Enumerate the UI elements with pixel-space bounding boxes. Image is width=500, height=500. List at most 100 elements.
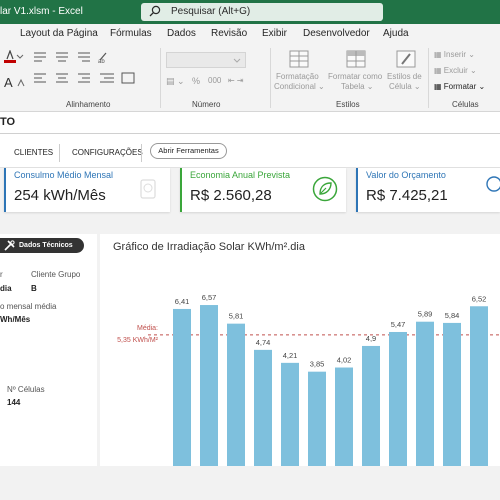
- format-icon: ▦: [434, 82, 442, 91]
- tab-dados[interactable]: Dados: [167, 28, 196, 39]
- technical-data-badge: Dados Técnicos: [0, 238, 84, 253]
- format-button[interactable]: ▦ Formatar ⌄: [434, 82, 485, 92]
- panel-value-dia: dia: [0, 284, 12, 293]
- svg-text:ab: ab: [98, 59, 105, 64]
- average-value-label: 5,35 KWh/M²: [117, 337, 159, 344]
- panel-label-cliente-grupo: Cliente Grupo: [31, 270, 81, 279]
- format-table-label-1[interactable]: Formatar como: [328, 72, 383, 81]
- irradiation-chart: Gráfico de Irradiação Solar KWh/m².dia M…: [100, 234, 500, 466]
- chart-bar: [335, 367, 353, 466]
- kpi-consumo-value: 254 kWh/Mês: [14, 187, 106, 204]
- nav-configuracoes[interactable]: CONFIGURAÇÕES: [72, 148, 143, 157]
- chart-bar: [308, 371, 326, 466]
- technical-panel: [0, 234, 97, 466]
- open-tools-button[interactable]: Abrir Ferramentas: [150, 143, 227, 159]
- nav-divider: [141, 144, 142, 162]
- kpi-consumo-label: Consulmo Médio Mensal: [14, 170, 114, 180]
- technical-data-label: Dados Técnicos: [19, 242, 73, 249]
- conditional-format-label-1[interactable]: Formatação: [276, 72, 319, 81]
- chart-bar: [416, 321, 434, 466]
- name-box[interactable]: TO: [0, 116, 16, 128]
- kpi-orcamento-label: Valor do Orçamento: [366, 170, 446, 180]
- insert-label: Inserir ⌄: [443, 50, 475, 59]
- chart-title: Gráfico de Irradiação Solar KWh/m².dia: [113, 241, 305, 253]
- delete-button[interactable]: ▦ Excluir ⌄: [434, 66, 477, 76]
- currency-format-button[interactable]: ▤ ⌄: [166, 76, 185, 86]
- chart-bar: [254, 349, 272, 466]
- leaf-icon: [312, 176, 338, 202]
- format-table-label-2[interactable]: Tabela ⌄: [341, 82, 374, 91]
- window-title: lar V1.xlsm - Excel: [0, 6, 83, 17]
- group-label-celulas: Células: [452, 100, 479, 109]
- number-format-dropdown[interactable]: [166, 52, 246, 68]
- tab-exibir[interactable]: Exibir: [262, 28, 288, 39]
- title-separator: -: [52, 6, 56, 17]
- bar-value-label: 5,81: [229, 312, 244, 321]
- align-bottom-icons[interactable]: [28, 71, 138, 85]
- group-label-numero: Número: [192, 100, 221, 109]
- bar-value-label: 5,47: [391, 320, 406, 329]
- meter-icon: [140, 179, 156, 199]
- bar-value-label: 5,84: [445, 311, 460, 320]
- panel-value-celulas: 144: [7, 398, 21, 407]
- conditional-format-label-2[interactable]: Condicional ⌄: [274, 82, 325, 91]
- ribbon: A ab Alinhamento ▤ ⌄ % 000 ⇤ ⇥ Número Fo…: [0, 44, 500, 112]
- bar-value-label: 6,41: [175, 297, 190, 306]
- tab-layout[interactable]: Layout da Página: [20, 28, 98, 39]
- chart-bar: [362, 345, 380, 466]
- kpi-economia-label: Economia Anual Prevista: [190, 170, 291, 180]
- cell-styles-label-2[interactable]: Célula ⌄: [389, 82, 421, 91]
- bar-value-label: 5,89: [418, 310, 433, 319]
- search-placeholder: Pesquisar (Alt+G): [171, 6, 251, 17]
- formula-bar: TO: [0, 112, 500, 134]
- bar-value-label: 4,21: [283, 351, 298, 360]
- scroll-indicator-icon: [486, 176, 500, 192]
- delete-label: Excluir ⌄: [443, 66, 477, 75]
- decimal-buttons[interactable]: ⇤ ⇥: [228, 76, 244, 85]
- format-table-icon[interactable]: [346, 50, 366, 68]
- bar-value-label: 4,74: [256, 338, 271, 347]
- group-label-estilos: Estilos: [336, 100, 360, 109]
- search-icon: [149, 5, 161, 17]
- panel-label-consumo: o mensal média: [0, 302, 57, 311]
- nav-clientes[interactable]: CLIENTES: [14, 148, 54, 157]
- delete-icon: ▦: [434, 66, 442, 75]
- insert-button[interactable]: ▦ Inserir ⌄: [434, 50, 475, 60]
- kpi-economia: Economia Anual Prevista R$ 2.560,28: [180, 168, 346, 212]
- format-label: Formatar ⌄: [443, 82, 486, 91]
- tools-icon: [4, 240, 15, 251]
- chart-bar: [470, 306, 488, 466]
- average-label: Média:: [137, 325, 158, 332]
- panel-value-consumo: Wh/Mês: [0, 315, 31, 324]
- tab-revisao[interactable]: Revisão: [211, 28, 248, 39]
- percent-button[interactable]: %: [192, 76, 201, 86]
- app-name: Excel: [58, 6, 83, 17]
- tab-ajuda[interactable]: Ajuda: [383, 28, 409, 39]
- dashboard-nav: CLIENTES CONFIGURAÇÕES Abrir Ferramentas: [0, 134, 500, 168]
- file-name: lar V1.xlsm: [0, 6, 50, 17]
- group-divider: [428, 48, 429, 108]
- thousands-button[interactable]: 000: [208, 76, 222, 85]
- font-size-grow-icon[interactable]: A: [4, 74, 28, 90]
- tab-desenvolvedor[interactable]: Desenvolvedor: [303, 28, 370, 39]
- bar-value-label: 4,9: [366, 334, 376, 343]
- font-color-icon[interactable]: [4, 50, 24, 64]
- cell-styles-icon[interactable]: [396, 50, 416, 68]
- cell-styles-label-1[interactable]: Estilos de: [387, 72, 422, 81]
- bar-value-label: 6,57: [202, 293, 217, 302]
- align-top-icons[interactable]: ab: [28, 50, 118, 64]
- panel-value-grupo: B: [31, 284, 37, 293]
- chart-bar: [173, 308, 191, 466]
- chart-bar: [281, 362, 299, 466]
- conditional-format-icon[interactable]: [289, 50, 309, 68]
- title-bar: lar V1.xlsm - Excel Pesquisar (Alt+G): [0, 0, 500, 24]
- chart-bar: [389, 331, 407, 466]
- kpi-orcamento: Valor do Orçamento R$ 7.425,21: [356, 168, 500, 212]
- group-label-alinhamento: Alinhamento: [66, 100, 111, 109]
- insert-icon: ▦: [434, 50, 442, 59]
- kpi-consumo: Consulmo Médio Mensal 254 kWh/Mês: [4, 168, 170, 212]
- search-box[interactable]: Pesquisar (Alt+G): [141, 3, 383, 21]
- bar-value-label: 6,52: [472, 294, 487, 303]
- tab-formulas[interactable]: Fórmulas: [110, 28, 152, 39]
- chevron-down-icon: [233, 58, 241, 63]
